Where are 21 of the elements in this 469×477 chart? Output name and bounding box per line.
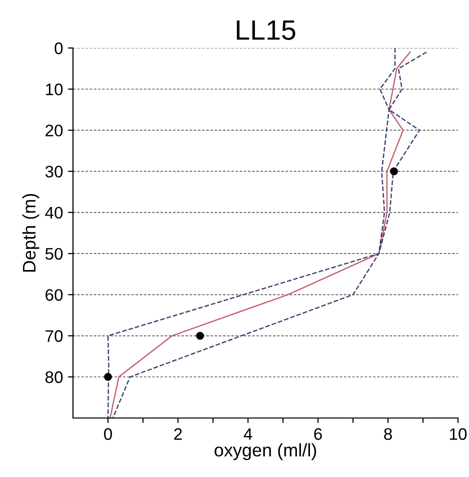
y-tick-label: 50 [45, 248, 63, 260]
y-tick-label: 40 [45, 206, 63, 219]
y-tick-label: 10 [46, 84, 63, 96]
x-tick-label: 8 [384, 428, 392, 440]
x-axis-title: oxygen (ml/l) [214, 443, 316, 460]
y-tick-label: 20 [46, 124, 63, 136]
x-tick-label: 6 [314, 428, 322, 440]
point [196, 332, 204, 340]
y-tick-label: 80 [45, 371, 63, 384]
y-tick-label: 30 [45, 166, 63, 178]
x-tick-label: 0 [104, 428, 112, 440]
y-tick-label: 60 [46, 289, 63, 301]
x-tick-label: 4 [244, 428, 252, 440]
y-tick-label: 0 [54, 42, 63, 54]
chart-title: LL15 [236, 20, 296, 40]
point [390, 167, 398, 176]
x-tick-label: 2 [174, 428, 182, 440]
point [104, 372, 112, 381]
y-axis-title: Depth (m) [22, 194, 40, 272]
y-tick-label: 70 [46, 330, 63, 342]
x-tick-label: 10 [450, 428, 467, 440]
